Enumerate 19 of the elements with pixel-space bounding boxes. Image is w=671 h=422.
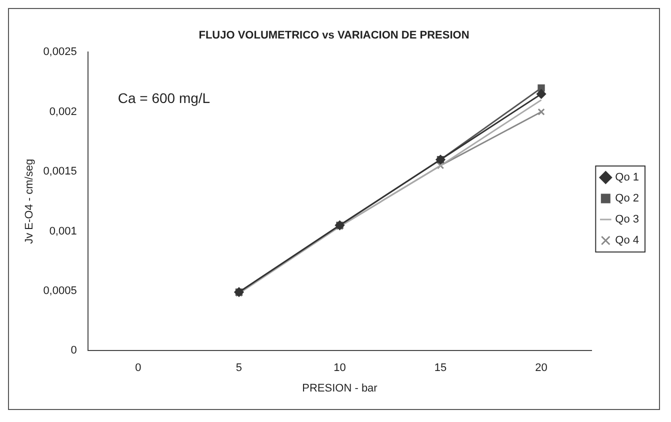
x-axis-title: PRESION - bar [302, 382, 378, 394]
y-tick-label: 0 [70, 344, 77, 357]
legend-label: Qo 4 [615, 234, 640, 247]
x-tick-label: 10 [334, 362, 346, 374]
annotation: Ca = 600 mg/L [118, 90, 210, 106]
x-tick-label: 0 [135, 362, 142, 374]
x-tick-label: 5 [236, 362, 242, 374]
y-tick-label: 0,0025 [43, 46, 77, 58]
y-tick-label: 0,0005 [43, 284, 77, 297]
x-tick-label: 20 [535, 362, 548, 374]
legend-label: Qo 1 [615, 172, 640, 184]
y-tick-label: 0,001 [49, 225, 77, 238]
x-tick-label: 15 [434, 362, 447, 374]
y-axis-title: Jv E-O4 - cm/seg [24, 158, 36, 244]
legend-label: Qo 3 [615, 214, 640, 226]
chart-title: FLUJO VOLUMETRICO vs VARIACION DE PRESION [198, 30, 470, 42]
legend-label: Qo 2 [615, 192, 640, 205]
y-tick-label: 0,0015 [43, 166, 77, 178]
y-tick-label: 0,002 [49, 106, 77, 118]
